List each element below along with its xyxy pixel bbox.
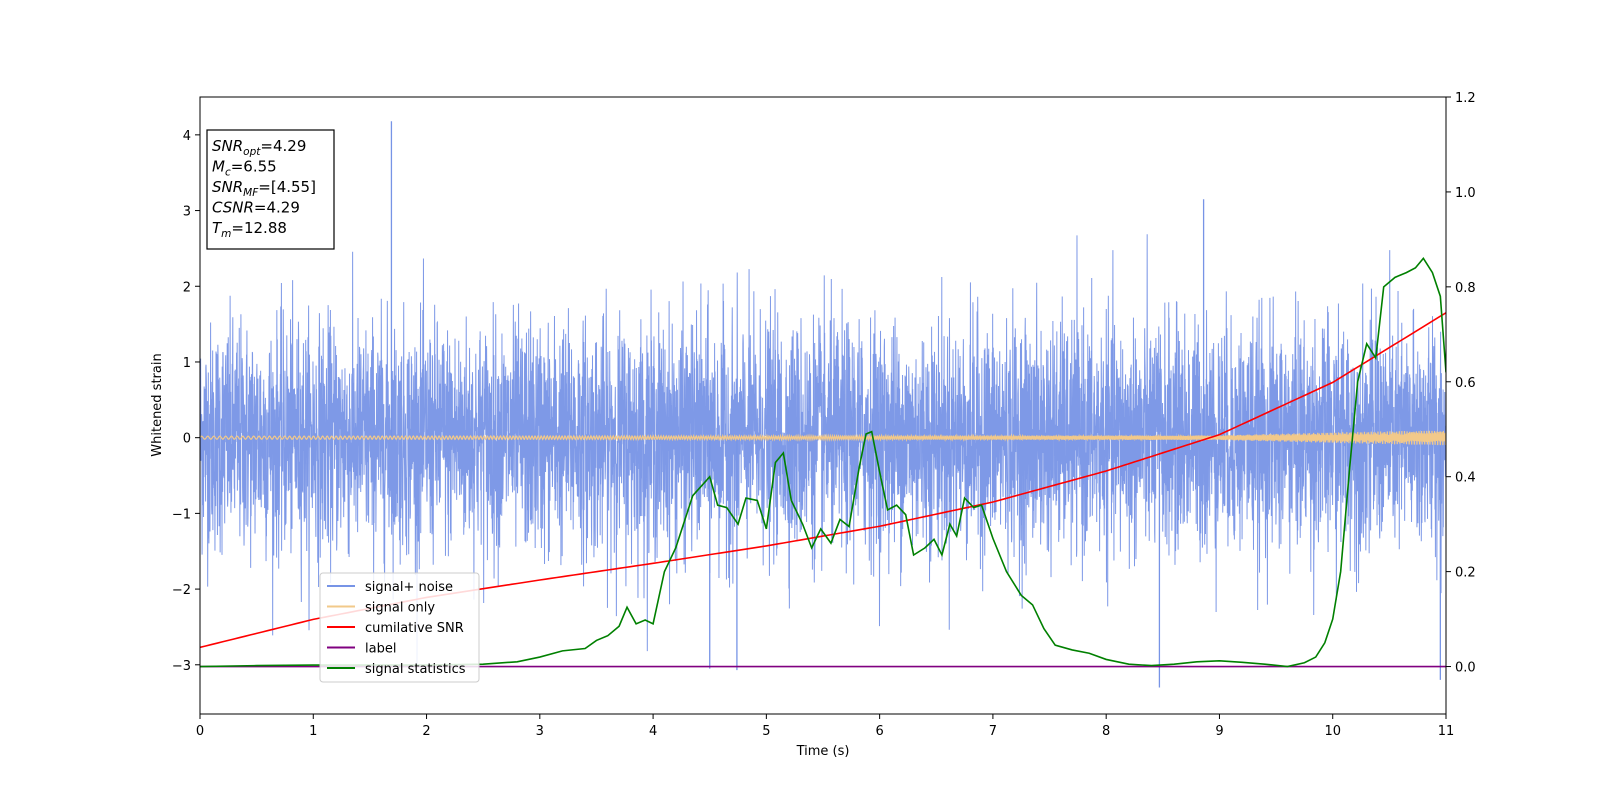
x-tick-label: 1 (309, 724, 317, 739)
y2-tick-label: 1.0 (1455, 186, 1476, 201)
x-tick-label: 9 (1215, 724, 1223, 739)
plot-frame (199, 96, 1447, 715)
legend-label: signal statistics (365, 662, 466, 677)
y-tick-label: 0 (183, 432, 191, 447)
legend-label: signal only (365, 601, 435, 616)
y-tick-label: 1 (183, 356, 191, 371)
x-tick-label: 4 (649, 724, 657, 739)
x-tick-label: 5 (762, 724, 770, 739)
legend: signal+ noise signal only cumilative SNR la… (319, 572, 480, 683)
y2-tick-label: 0.0 (1455, 661, 1476, 676)
y2-tick-label: 1.2 (1455, 91, 1476, 106)
y-axis-left: −3 −2 −1 0 1 2 3 4 (172, 129, 200, 674)
y-tick-label: 4 (183, 129, 191, 144)
y2-tick-label: 0.6 (1455, 376, 1476, 391)
x-tick-label: 11 (1438, 724, 1455, 739)
x-tick-label: 6 (875, 724, 883, 739)
series-line-signal-statistics (200, 257, 1446, 668)
info-line: Mc=6.55 (212, 158, 277, 179)
x-tick-label: 10 (1324, 724, 1341, 739)
series-line-signal-only (200, 430, 1446, 446)
y-tick-label: −2 (172, 583, 191, 598)
y2-tick-label: 0.4 (1455, 471, 1476, 486)
x-tick-label: 3 (536, 724, 544, 739)
x-tick-label: 0 (196, 724, 204, 739)
y2-tick-label: 0.2 (1455, 566, 1476, 581)
x-axis-label: Time (s) (796, 744, 850, 759)
y-axis-label: Whitened strain (150, 353, 165, 456)
legend-label: label (365, 642, 396, 657)
info-line: Tm=12.88 (212, 219, 287, 240)
y2-tick-label: 0.8 (1455, 281, 1476, 296)
y-tick-label: −3 (172, 659, 191, 674)
legend-label: cumilative SNR (365, 621, 464, 636)
legend-frame (319, 572, 480, 683)
info-line: SNRMF=[4.55] (212, 178, 316, 199)
info-line: SNRopt=4.29 (212, 137, 306, 158)
x-tick-label: 8 (1102, 724, 1110, 739)
x-tick-label: 2 (422, 724, 430, 739)
x-tick-label: 7 (989, 724, 997, 739)
series-line-signal-noise (200, 234, 1446, 665)
y-axis-right: 0.0 0.2 0.4 0.6 0.8 1.0 1.2 (1446, 91, 1476, 676)
y-tick-label: −1 (172, 507, 191, 522)
legend-label: signal+ noise (365, 580, 453, 595)
y-tick-label: 3 (183, 205, 191, 220)
info-line: CSNR=4.29 (212, 199, 300, 217)
x-axis: 0 1 2 3 4 5 6 7 8 9 10 11 (196, 714, 1454, 739)
info-box-frame (206, 129, 335, 250)
y-tick-label: 2 (183, 280, 191, 295)
